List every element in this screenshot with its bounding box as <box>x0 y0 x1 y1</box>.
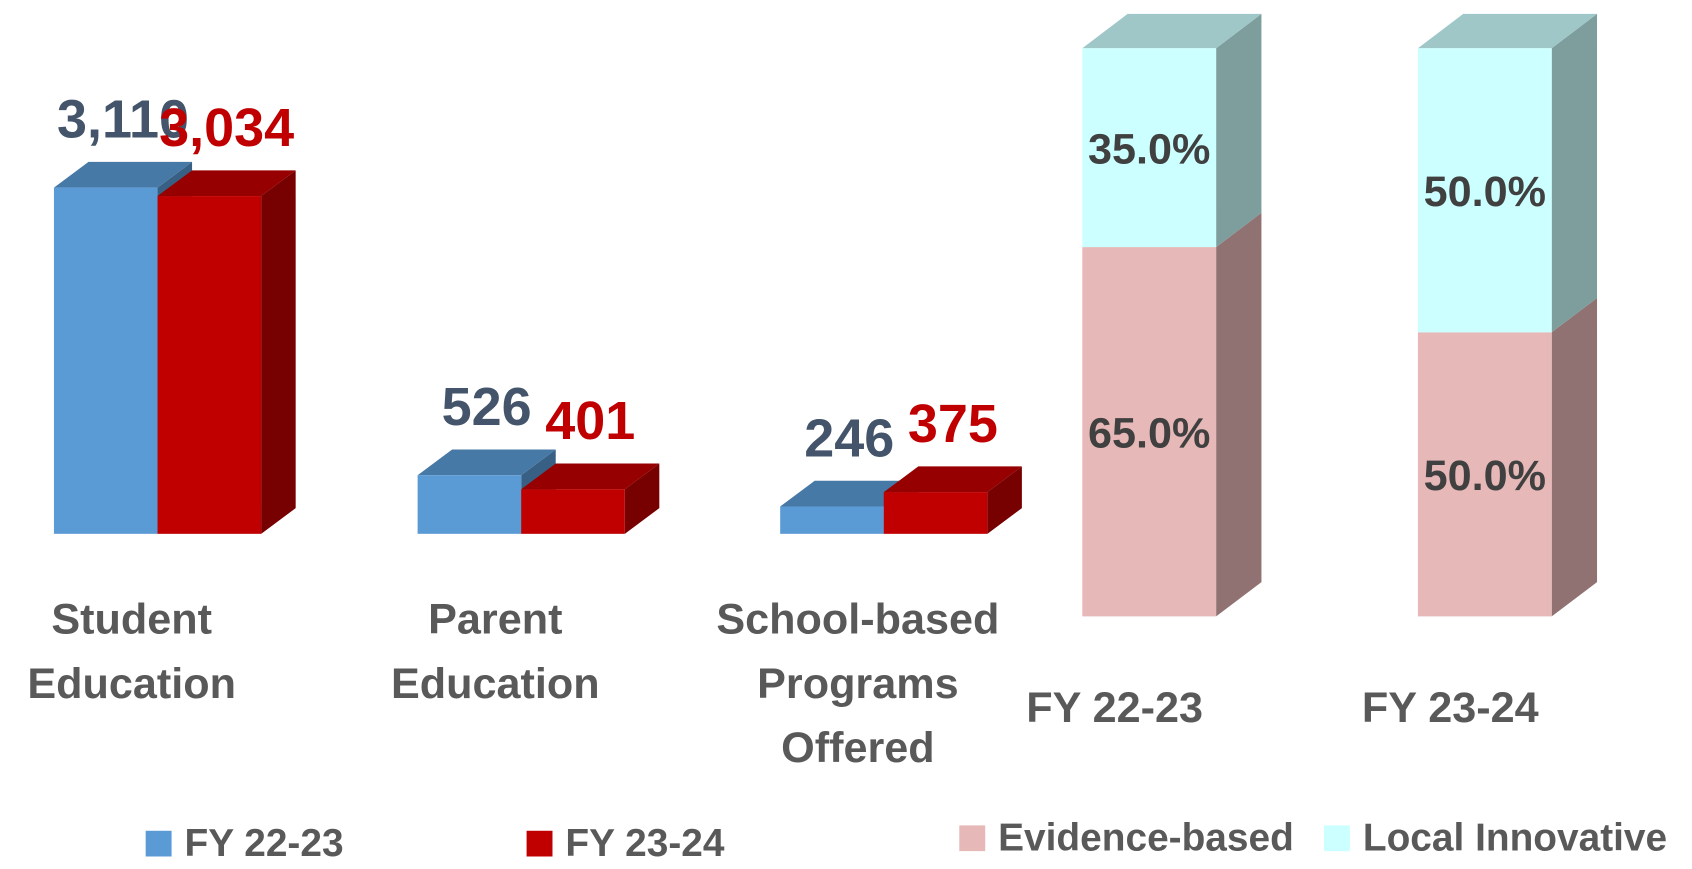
legend-swatch <box>1324 825 1350 852</box>
bar-top <box>780 480 919 507</box>
bar-top <box>157 170 296 197</box>
bar-side <box>987 466 1022 534</box>
legend-swatch <box>959 825 986 852</box>
x-tick-label-box: Student Education <box>27 596 236 708</box>
data-label: 401 <box>545 391 635 451</box>
data-label: 3,110 <box>57 90 189 150</box>
bar <box>157 196 262 534</box>
data-label: 246 <box>804 408 894 468</box>
data-label: 3,034 <box>159 98 294 158</box>
data-label: 35.0% <box>1088 125 1210 173</box>
bar-side <box>624 463 660 534</box>
x-tick-label: FY 22-23 <box>1026 684 1203 732</box>
bar <box>53 187 158 534</box>
bar-side <box>1551 13 1598 333</box>
legend-label: FY 23-24 <box>565 822 724 864</box>
bar <box>1082 48 1217 248</box>
bar-side <box>1216 212 1262 617</box>
bar-side <box>1216 13 1262 248</box>
data-label: 526 <box>442 377 532 437</box>
bar-top <box>417 449 556 476</box>
legend-label: Local Innovative <box>1363 817 1667 860</box>
bar-top <box>1082 13 1262 49</box>
x-tick-label-box: Parent Education <box>390 596 600 708</box>
bar <box>883 492 988 534</box>
x-tick-label: FY 23-24 <box>1362 684 1539 732</box>
bar-top <box>53 161 193 188</box>
legend-label: FY 22-23 <box>185 822 344 864</box>
legend-label: Evidence-based <box>998 817 1294 860</box>
x-tick-label: Student Education <box>27 596 236 708</box>
bar <box>1082 247 1217 617</box>
data-label: 375 <box>908 394 998 454</box>
bar-top <box>521 463 660 490</box>
x-tick-label: Parent Education <box>390 596 600 708</box>
bar-side <box>1551 298 1598 617</box>
x-tick-label: School-based Programs Offered <box>716 596 1000 772</box>
data-label: 65.0% <box>1088 409 1210 457</box>
bar <box>1417 332 1552 617</box>
bar <box>780 506 884 534</box>
legend-swatch <box>526 830 553 857</box>
bar <box>1417 48 1552 333</box>
bar-top <box>883 466 1022 493</box>
bar <box>521 489 625 534</box>
data-label: 50.0% <box>1424 168 1546 216</box>
bar <box>417 475 522 534</box>
legend-swatch <box>145 830 172 857</box>
data-label: 50.0% <box>1424 452 1546 500</box>
bar-side <box>261 170 296 534</box>
bar-top <box>1417 13 1598 49</box>
x-tick-label-box: School-based Programs Offered <box>716 596 1000 772</box>
